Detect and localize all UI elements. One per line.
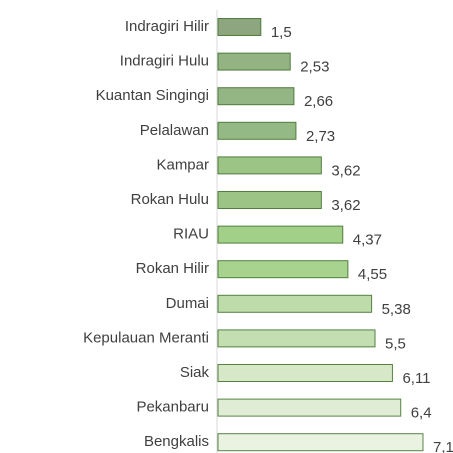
- value-label: 2,73: [306, 128, 335, 145]
- bar: [217, 364, 393, 382]
- bar: [217, 294, 373, 313]
- bar: [217, 87, 295, 106]
- category-label: Indragiri Hilir: [125, 18, 209, 35]
- value-label: 1,5: [271, 24, 292, 41]
- category-label: Indragiri Hulu: [120, 53, 209, 70]
- bar: [217, 191, 322, 209]
- bar: [217, 433, 424, 452]
- category-label: Siak: [180, 364, 210, 381]
- category-label: Pekanbaru: [136, 399, 209, 416]
- bar: [217, 156, 322, 175]
- value-label: 2,66: [304, 93, 333, 110]
- value-label: 3,62: [331, 197, 360, 214]
- value-label: 6,4: [411, 405, 432, 422]
- value-label: 4,37: [353, 232, 382, 249]
- bar: [217, 260, 349, 279]
- value-label: 3,62: [331, 162, 360, 179]
- category-label: Rokan Hulu: [131, 191, 209, 208]
- value-label: 7,18: [433, 439, 453, 453]
- category-label: Rokan Hilir: [136, 260, 209, 277]
- bar: [217, 52, 291, 71]
- value-label: 4,55: [358, 266, 387, 283]
- value-label: 5,38: [382, 301, 411, 318]
- bar: [217, 398, 402, 417]
- value-label: 6,11: [402, 370, 430, 387]
- value-label: 2,53: [300, 59, 329, 76]
- bar: [217, 18, 262, 36]
- category-label: Kampar: [156, 156, 209, 173]
- category-label: Kuantan Singingi: [96, 87, 209, 104]
- category-label: Pelalawan: [140, 122, 209, 139]
- category-label: RIAU: [173, 226, 209, 243]
- bar: [217, 225, 344, 244]
- category-label: Bengkalis: [144, 433, 209, 450]
- category-label: Kepulauan Meranti: [83, 329, 209, 346]
- value-label: 5,5: [385, 335, 406, 352]
- category-label: Dumai: [166, 295, 209, 312]
- bar: [217, 329, 376, 348]
- bar: [217, 121, 297, 140]
